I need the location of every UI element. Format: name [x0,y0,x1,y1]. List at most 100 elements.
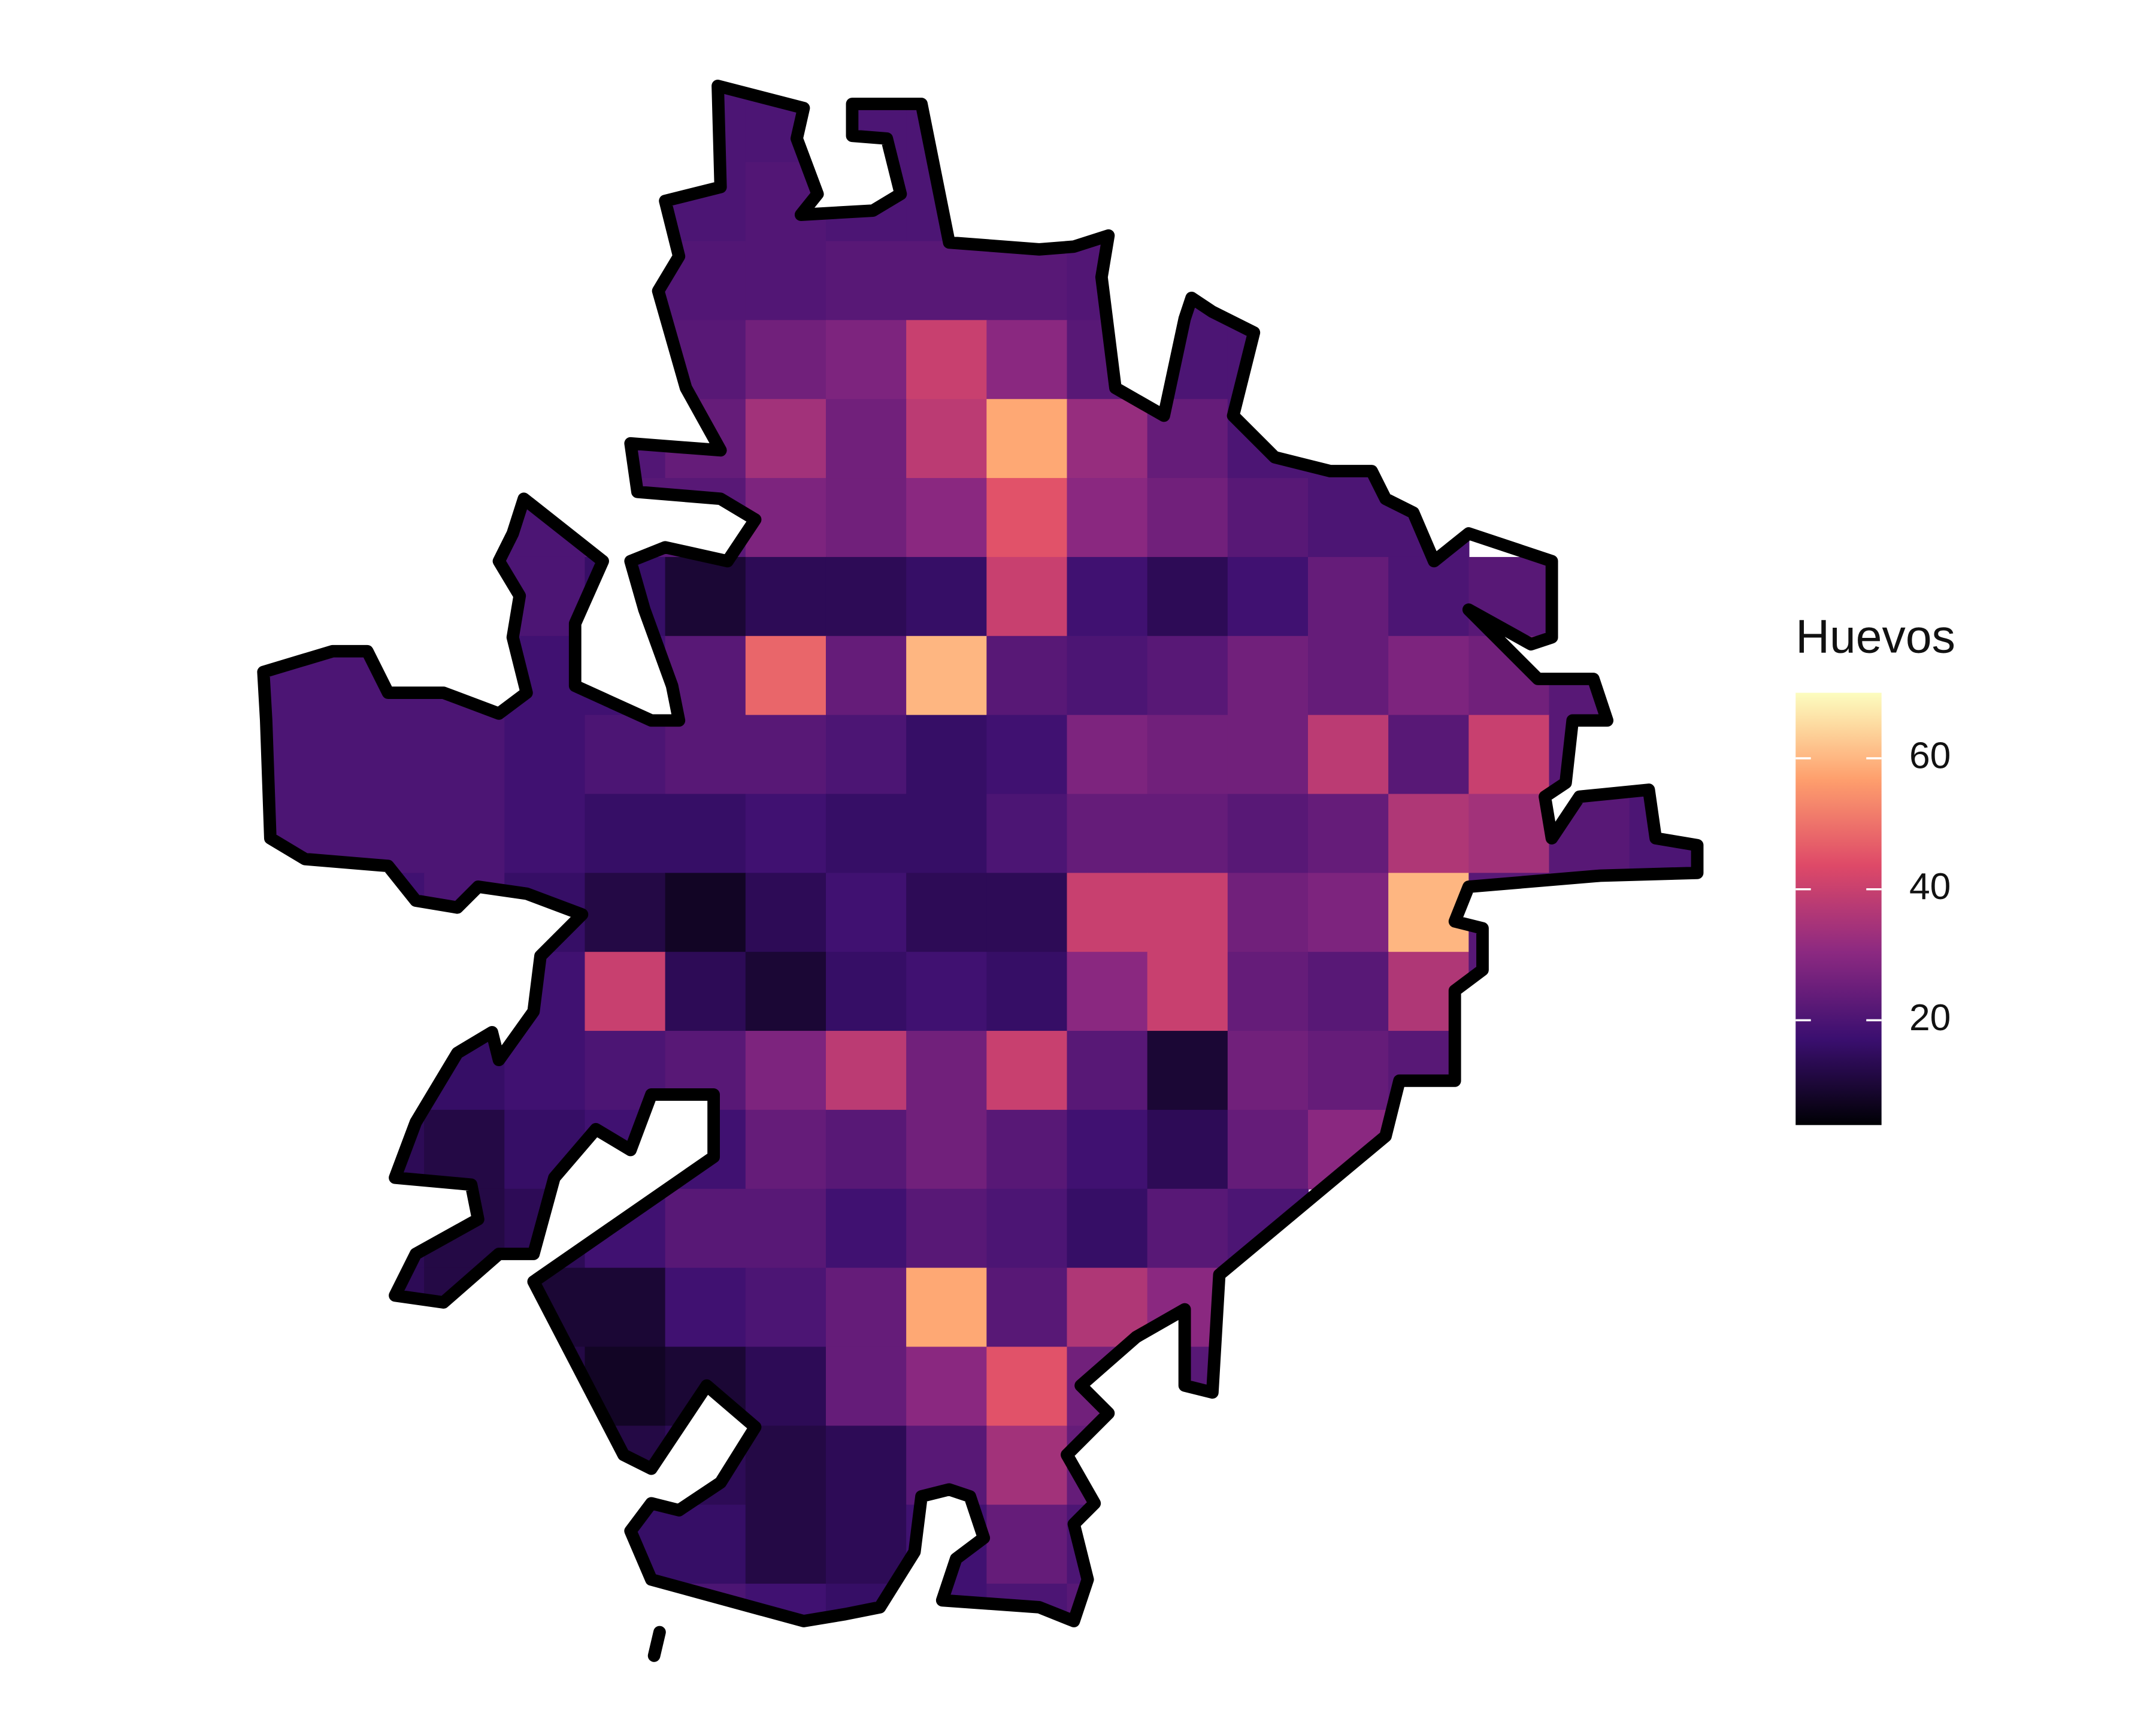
heat-cell [825,794,907,874]
heat-cell [906,715,988,795]
heat-cell [1067,1188,1148,1269]
heat-cell [1227,1031,1309,1111]
heat-cell [986,873,1068,953]
heat-cell [665,873,746,953]
heat-cell [1067,556,1148,637]
heat-cell [665,1505,746,1585]
heat-cell [424,556,505,637]
heat-cell [986,952,1068,1032]
heat-cell [585,873,666,953]
heat-cell [825,952,907,1032]
heat-cell [745,952,827,1032]
heat-cell [343,1267,425,1348]
heat-cell [1067,399,1148,479]
heat-cell [424,794,505,874]
heat-cell [825,478,907,558]
heat-cell [986,635,1068,716]
legend: Huevos 20 40 60 [1795,610,1955,1125]
heat-cell [745,241,827,321]
colorbar-tick-label: 20 [1909,997,1951,1039]
heat-cell [665,715,746,795]
heat-cell [504,1031,586,1111]
heat-cell [1147,1031,1228,1111]
heat-cell [665,1267,746,1348]
heat-cell [585,320,666,400]
heat-cell [1227,873,1309,953]
heat-cell [906,952,988,1032]
heat-cell [825,1188,907,1269]
heat-cell [1308,952,1389,1032]
heat-cell [1227,478,1309,558]
heat-cell [1549,556,1630,637]
heat-cell [825,399,907,479]
heat-cell [1308,556,1389,637]
heat-cell [986,1426,1068,1506]
heat-cell [1067,478,1148,558]
heat-cell [906,1267,988,1348]
heat-cell [986,399,1068,479]
heat-cell [1388,556,1470,637]
heat-cell [1147,635,1228,716]
heat-cell [1308,715,1389,795]
heat-cell [1067,635,1148,716]
heat-cell [906,478,988,558]
heat-cell [986,1505,1068,1585]
heat-cell [1147,556,1228,637]
heat-cell [825,320,907,400]
heat-cell [665,952,746,1032]
heat-cell [745,873,827,953]
heat-cell [585,794,666,874]
heat-cell [825,873,907,953]
heat-cell [585,952,666,1032]
heat-cell [825,1505,907,1585]
heat-cell [825,1109,907,1190]
heat-cell [343,873,425,953]
heat-cell [745,1426,827,1506]
heat-cell [986,1267,1068,1348]
heat-cell [1227,952,1309,1032]
heat-cell [1227,556,1309,637]
heat-cell [585,715,666,795]
legend-title: Huevos [1795,610,1955,663]
heat-cell [825,715,907,795]
heat-cell [825,1584,907,1621]
heat-cell [745,794,827,874]
heat-cell [745,1188,827,1269]
heat-cell [1388,635,1470,716]
heat-cell [745,1109,827,1190]
heat-cell [745,320,827,400]
colorbar-tick-label: 40 [1909,865,1951,907]
heat-cell [906,873,988,953]
heatmap-cells [263,86,1698,1621]
heat-cell [1147,715,1228,795]
heat-cell [1147,1109,1228,1190]
heat-cell [986,794,1068,874]
heat-cell [906,1346,988,1427]
heat-cell [665,1188,746,1269]
heat-cell [1067,873,1148,953]
heat-cell [1067,1109,1148,1190]
heat-cell [585,399,666,479]
heat-cell [1147,478,1228,558]
heat-cell [825,1031,907,1111]
heat-cell [986,1109,1068,1190]
heat-cell [906,556,988,637]
heat-cell [1147,952,1228,1032]
heat-cell [1468,794,1550,874]
heat-cell [1147,794,1228,874]
heat-cell [504,794,586,874]
heat-cell [906,1109,988,1190]
heat-cell [825,1426,907,1506]
heat-cell [906,399,988,479]
heat-cell [585,1267,666,1348]
heat-cell [986,556,1068,637]
heat-cell [906,635,988,716]
heat-cell [906,1031,988,1111]
heat-cell [424,715,505,795]
heat-cell [1147,873,1228,953]
heat-cell [986,1188,1068,1269]
colorbar-tick-label: 60 [1909,734,1951,776]
heat-cell [504,715,586,795]
heat-cell [263,715,345,795]
